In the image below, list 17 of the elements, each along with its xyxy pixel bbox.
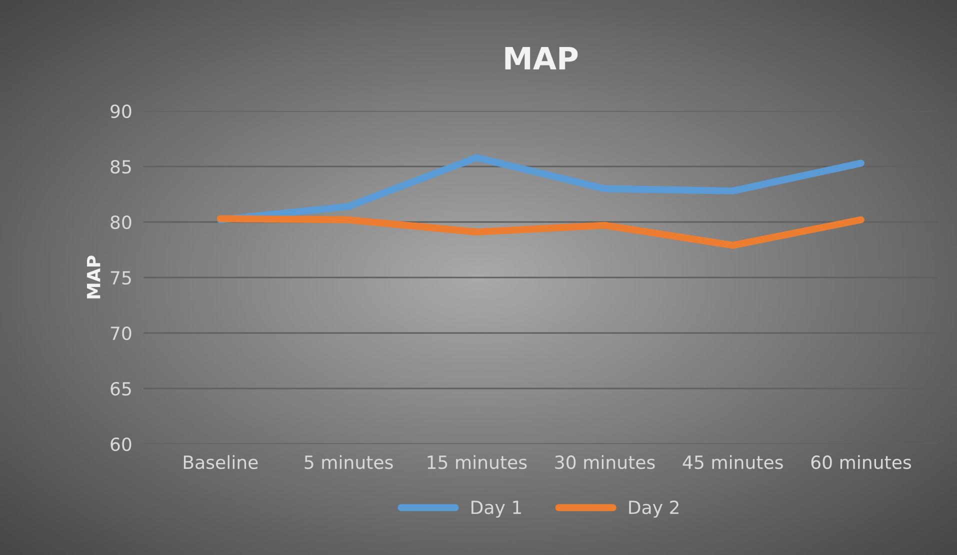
y-tick-label: 75 <box>110 271 131 285</box>
y-tick-label: 85 <box>110 160 131 174</box>
legend-label: Day 2 <box>629 500 678 518</box>
x-tick-label: 5 minutes <box>304 455 393 470</box>
x-tick-label: 15 minutes <box>428 455 527 470</box>
legend-label: Day 1 <box>472 500 521 518</box>
x-tick-label: 60 minutes <box>811 455 912 470</box>
y-tick-label: 60 <box>110 437 132 452</box>
y-axis-title: MAP <box>86 256 100 298</box>
y-tick-label: 70 <box>110 326 132 340</box>
chart-title: MAP <box>505 47 578 70</box>
y-tick-label: 65 <box>110 382 131 396</box>
x-tick-label: Baseline <box>184 455 258 470</box>
y-tick-label: 90 <box>110 104 132 118</box>
x-tick-label: 45 minutes <box>682 455 783 470</box>
y-tick-label: 80 <box>110 215 132 230</box>
x-tick-label: 30 minutes <box>555 455 655 470</box>
